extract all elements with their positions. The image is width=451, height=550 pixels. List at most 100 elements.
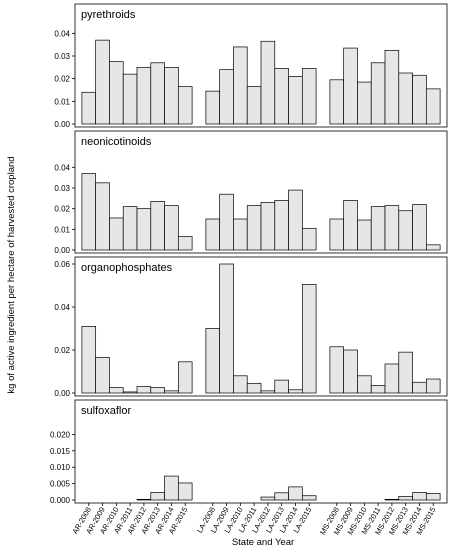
bar-LA-2008 xyxy=(205,328,221,394)
bar-MS-2008 xyxy=(329,218,345,251)
bar-LA-2012 xyxy=(260,496,276,501)
bar-MS-2014 xyxy=(412,381,427,394)
bar-MS-2010 xyxy=(357,81,372,125)
bar-LA-2010 xyxy=(233,46,248,125)
bar-AR-2012 xyxy=(136,498,152,501)
bar-LA-2014 xyxy=(288,486,303,501)
bar-LA-2012 xyxy=(260,202,276,251)
bar-AR-2015 xyxy=(177,236,193,251)
bar-LA-2013 xyxy=(274,492,289,501)
bar-MS-2012 xyxy=(384,205,400,251)
y-tick-label: 0.06 xyxy=(54,260,70,269)
bar-LA-2015 xyxy=(301,227,317,251)
bar-AR-2008 xyxy=(81,326,97,394)
bar-LA-2009 xyxy=(219,263,234,394)
bar-LA-2010 xyxy=(233,375,248,394)
y-tick-label: 0.04 xyxy=(54,303,70,312)
y-tick-label: 0.010 xyxy=(50,463,71,472)
bar-LA-2013 xyxy=(274,200,289,251)
bar-MS-2011 xyxy=(370,62,386,125)
x-axis-title: State and Year xyxy=(232,537,294,548)
bar-AR-2011 xyxy=(122,206,138,251)
bar-AR-2015 xyxy=(177,86,193,125)
y-tick-label: 0.03 xyxy=(54,184,70,193)
y-tick-label: 0.04 xyxy=(54,163,70,172)
bar-AR-2015 xyxy=(177,361,193,394)
y-tick-label: 0.015 xyxy=(50,447,71,456)
bar-AR-2012 xyxy=(136,208,152,251)
bar-LA-2011 xyxy=(246,205,262,251)
bar-AR-2013 xyxy=(150,387,165,394)
bar-AR-2015 xyxy=(177,482,193,501)
bar-LA-2015 xyxy=(301,68,317,125)
y-tick-label: 0.005 xyxy=(50,480,71,489)
bar-LA-2014 xyxy=(288,389,303,394)
y-tick-label: 0.04 xyxy=(54,29,70,38)
bar-MS-2009 xyxy=(343,349,358,394)
y-tick-label: 0.02 xyxy=(54,346,70,355)
panel-organophosphates: 0.00 0.02 0.04 0.06 organophosphates xyxy=(54,256,448,398)
bar-MS-2010 xyxy=(357,219,372,251)
panel-frame xyxy=(74,399,448,504)
bar-AR-2010 xyxy=(109,387,124,394)
bar-MS-2010 xyxy=(357,375,372,394)
bar-MS-2015 xyxy=(425,244,441,251)
y-tick-label: 0.00 xyxy=(54,246,70,255)
y-tick-label: 0.02 xyxy=(54,75,70,84)
bar-AR-2009 xyxy=(95,39,110,125)
y-tick-label: 0.01 xyxy=(54,97,70,106)
bar-LA-2015 xyxy=(301,495,317,501)
y-axis-title: kg of active ingredient per hectare of h… xyxy=(6,156,17,393)
bar-MS-2014 xyxy=(412,204,427,251)
bar-MS-2008 xyxy=(329,346,345,394)
bar-AR-2012 xyxy=(136,386,152,394)
bar-AR-2008 xyxy=(81,173,97,251)
bar-MS-2013 xyxy=(398,210,413,251)
bar-AR-2013 xyxy=(150,62,165,125)
bar-MS-2014 xyxy=(412,74,427,125)
bar-AR-2011 xyxy=(122,73,138,125)
y-tick-label: 0.03 xyxy=(54,52,70,61)
bar-MS-2012 xyxy=(384,49,400,125)
bar-AR-2010 xyxy=(109,61,124,125)
bar-AR-2014 xyxy=(164,475,179,501)
panel-title: organophosphates xyxy=(81,262,173,274)
bar-MS-2009 xyxy=(343,47,358,125)
bar-AR-2011 xyxy=(122,391,138,394)
bar-LA-2008 xyxy=(205,218,221,251)
panel-title: sulfoxaflor xyxy=(81,405,131,417)
y-tick-label: 0.000 xyxy=(50,496,71,505)
bar-AR-2013 xyxy=(150,201,165,251)
bar-MS-2015 xyxy=(425,378,441,394)
bar-MS-2015 xyxy=(425,88,441,125)
bar-AR-2012 xyxy=(136,66,152,125)
bar-AR-2014 xyxy=(164,390,179,394)
bar-LA-2011 xyxy=(246,382,262,394)
bar-AR-2010 xyxy=(109,217,124,251)
y-tick-label: 0.01 xyxy=(54,225,70,234)
bar-LA-2013 xyxy=(274,68,289,125)
bar-AR-2009 xyxy=(95,357,110,394)
panel-pyrethroids: 0.00 0.01 0.02 0.03 0.04 pyrethroids xyxy=(54,3,448,129)
bar-AR-2014 xyxy=(164,205,179,251)
bar-AR-2013 xyxy=(150,492,165,501)
bar-MS-2013 xyxy=(398,351,413,394)
bar-LA-2012 xyxy=(260,40,276,125)
bar-LA-2014 xyxy=(288,76,303,125)
bar-MS-2014 xyxy=(412,492,427,501)
bar-AR-2014 xyxy=(164,66,179,125)
y-tick-label: 0.020 xyxy=(50,430,71,439)
bar-MS-2015 xyxy=(425,493,441,501)
panel-neonicotinoids: 0.00 0.01 0.02 0.03 0.04 neonicotinoids xyxy=(54,130,448,255)
x-category-labels: AR-2008AR-2009AR-2010AR-2011AR-2012AR-20… xyxy=(70,503,437,536)
chart-panels: 0.00 0.01 0.02 0.03 0.04 pyrethroids 0.00 0.01 0… xyxy=(50,3,448,505)
panel-title: neonicotinoids xyxy=(81,136,152,148)
panel-sulfoxaflor: 0.000 0.005 0.010 0.015 0.020 sulfoxaflor xyxy=(50,399,448,505)
bar-MS-2011 xyxy=(370,385,386,394)
bar-LA-2014 xyxy=(288,189,303,251)
y-tick-label: 0.02 xyxy=(54,205,70,214)
panel-title: pyrethroids xyxy=(81,9,136,21)
bar-MS-2013 xyxy=(398,72,413,125)
bar-MS-2012 xyxy=(384,363,400,394)
